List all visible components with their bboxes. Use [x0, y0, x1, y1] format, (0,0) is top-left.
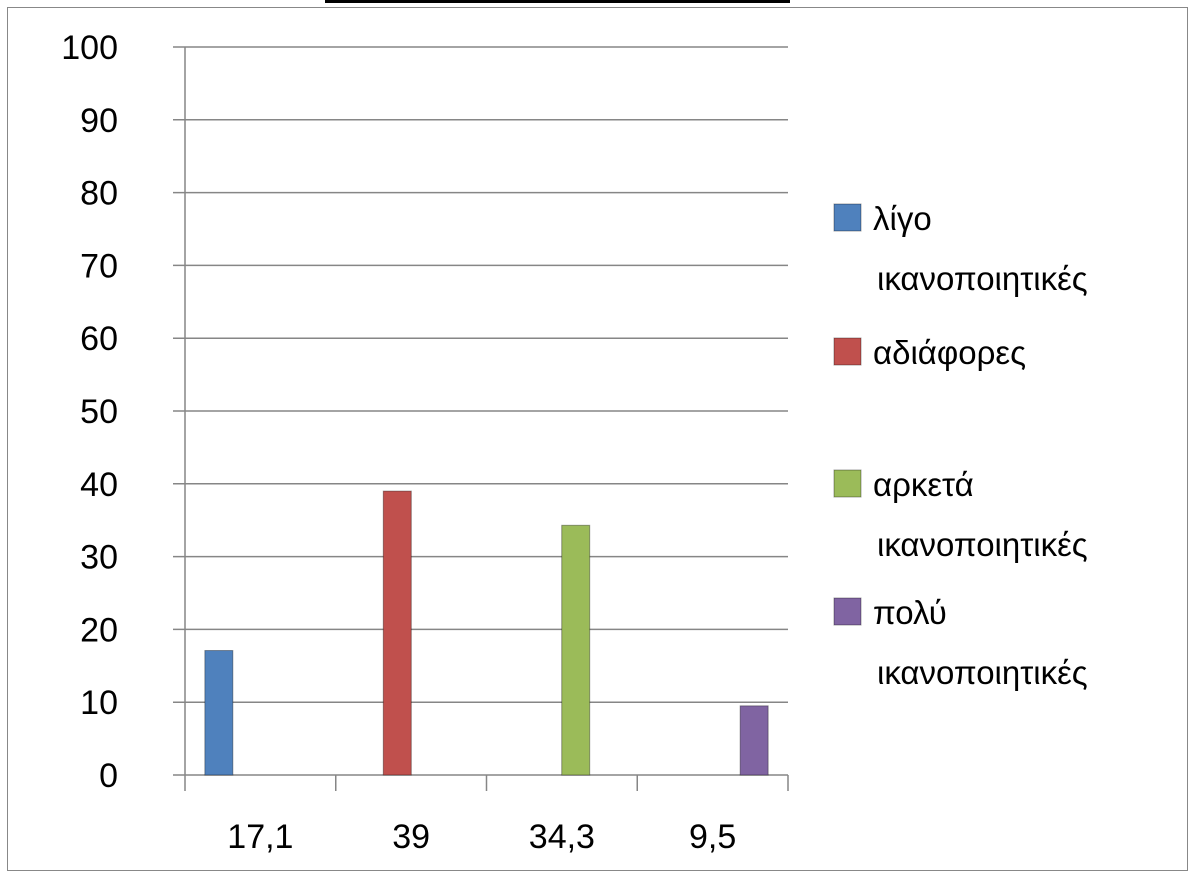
legend-label: αδιάφορες — [873, 334, 1026, 371]
chart-frame — [7, 7, 1188, 871]
y-tick-label: 50 — [80, 393, 118, 431]
y-tick-label: 20 — [80, 611, 118, 649]
y-tick-label: 70 — [80, 247, 118, 285]
legend-label: ικανοποιητικές — [877, 526, 1088, 563]
axes — [173, 47, 789, 791]
y-tick-label: 30 — [80, 539, 118, 577]
legend-swatch — [833, 469, 862, 498]
legend-label: πολύ — [873, 594, 947, 631]
legend-label: ικανοποιητικές — [877, 654, 1088, 691]
y-tick-label: 90 — [80, 102, 118, 140]
y-tick-label: 80 — [80, 175, 118, 213]
legend-label: λίγο — [873, 200, 932, 237]
legend-item: πολύ ικανοποιητικές — [833, 594, 1088, 691]
legend-item: αρκετά ικανοποιητικές — [833, 466, 1088, 563]
bar — [739, 705, 769, 776]
y-tick-label: 100 — [61, 29, 118, 67]
bar — [561, 524, 591, 776]
x-tick-label: 39 — [392, 818, 430, 856]
legend-label: αρκετά — [873, 466, 974, 503]
legend-item: αδιάφορες — [833, 334, 1026, 371]
bar — [204, 650, 234, 776]
legend-swatch — [833, 597, 862, 626]
title-underline — [325, 0, 790, 3]
legend: λίγο ικανοποιητικές αδιάφορες αρκετά ικανοπο… — [833, 200, 1088, 691]
x-tick-label: 34,3 — [529, 818, 595, 856]
bar — [382, 490, 412, 776]
x-tick-label: 17,1 — [227, 818, 293, 856]
legend-label: ικανοποιητικές — [877, 260, 1088, 297]
bars — [204, 490, 769, 776]
y-tick-label: 0 — [99, 757, 118, 795]
legend-swatch — [833, 337, 862, 366]
legend-item: λίγο ικανοποιητικές — [833, 200, 1088, 297]
legend-swatch — [833, 203, 862, 232]
gridlines — [173, 46, 788, 703]
y-tick-label: 10 — [80, 684, 118, 722]
tick-labels: 0 10 20 30 40 50 60 70 80 90 100 17,1 39 34,3 9,5 — [61, 29, 736, 856]
y-tick-label: 40 — [80, 466, 118, 504]
y-tick-label: 60 — [80, 320, 118, 358]
x-tick-label: 9,5 — [689, 818, 736, 856]
